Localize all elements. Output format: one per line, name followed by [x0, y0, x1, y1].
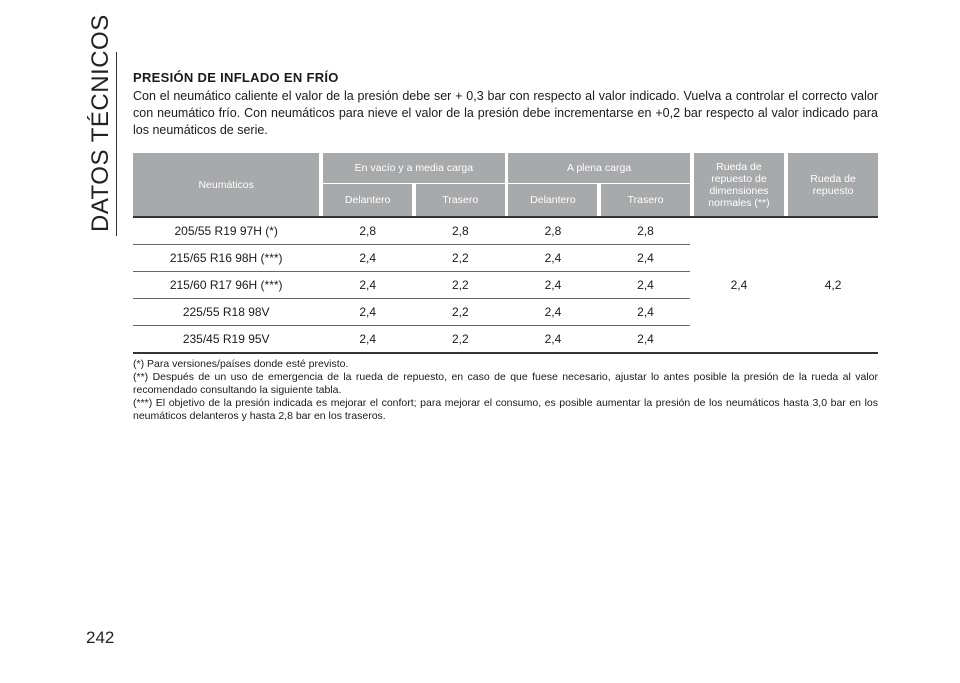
value-cell: 2,2	[416, 244, 505, 272]
value-cell: 2,8	[601, 216, 690, 245]
spare-value: 4,2	[788, 216, 878, 354]
header-full-front: Delantero	[508, 183, 598, 217]
value-cell: 2,4	[508, 271, 598, 299]
value-cell: 2,8	[508, 216, 598, 245]
pressure-table: Neumáticos En vacío y a media carga A pl…	[133, 153, 878, 354]
table-row: 215/60 R17 96H (***) 2,4 2,2 2,4 2,4	[133, 271, 878, 299]
value-cell: 2,4	[508, 244, 598, 272]
tyre-cell: 225/55 R18 98V	[133, 298, 320, 326]
chapter-title-text: DATOS TÉCNICOS	[87, 14, 114, 232]
section-title: PRESIÓN DE INFLADO EN FRÍO	[133, 70, 339, 85]
value-cell: 2,2	[416, 271, 505, 299]
value-cell: 2,4	[601, 244, 690, 272]
value-cell: 2,4	[601, 325, 690, 354]
header-tyres: Neumáticos	[133, 153, 320, 217]
footnotes: (*) Para versiones/países donde esté pre…	[133, 358, 878, 423]
header-empty-load: En vacío y a media carga	[323, 153, 505, 184]
spare-dimensions-value: 2,4	[693, 216, 785, 354]
value-cell: 2,4	[323, 271, 413, 299]
value-cell: 2,8	[323, 216, 413, 245]
table-row: 225/55 R18 98V 2,4 2,2 2,4 2,4	[133, 298, 878, 326]
value-cell: 2,4	[323, 298, 413, 326]
footnote: (*) Para versiones/países donde esté pre…	[133, 358, 349, 370]
footnote: (**) Después de un uso de emergencia de …	[133, 371, 878, 396]
tyre-cell: 215/65 R16 98H (***)	[133, 244, 320, 272]
header-full-rear: Trasero	[601, 183, 690, 217]
chapter-divider	[116, 52, 117, 236]
value-cell: 2,4	[323, 244, 413, 272]
intro-paragraph: Con el neumático caliente el valor de la…	[133, 89, 878, 137]
footnote: (***) El objetivo de la presión indicada…	[133, 397, 878, 422]
tyre-cell: 215/60 R17 96H (***)	[133, 271, 320, 299]
value-cell: 2,2	[416, 325, 505, 354]
tyre-cell: 205/55 R19 97H (*)	[133, 216, 320, 245]
value-cell: 2,2	[416, 298, 505, 326]
table-row: 235/45 R19 95V 2,4 2,2 2,4 2,4	[133, 325, 878, 354]
value-cell: 2,4	[508, 325, 598, 354]
value-cell: 2,8	[416, 216, 505, 245]
value-cell: 2,4	[601, 298, 690, 326]
value-cell: 2,4	[601, 271, 690, 299]
value-cell: 2,4	[323, 325, 413, 354]
page-number: 242	[86, 628, 115, 647]
header-spare: Rueda de repuesto	[788, 153, 878, 217]
header-full-load: A plena carga	[508, 153, 690, 184]
chapter-side-title: DATOS TÉCNICOS	[87, 14, 117, 232]
header-empty-rear: Trasero	[416, 183, 505, 217]
tyre-cell: 235/45 R19 95V	[133, 325, 320, 354]
value-cell: 2,4	[508, 298, 598, 326]
header-empty-front: Delantero	[323, 183, 413, 217]
table-row: 205/55 R19 97H (*) 2,8 2,8 2,8 2,8 2,4 4…	[133, 216, 878, 354]
header-spare-dimensions: Rueda de repuesto de dimensiones normale…	[693, 153, 785, 217]
main-content: PRESIÓN DE INFLADO EN FRÍO Con el neumát…	[133, 70, 878, 423]
table-row: 215/65 R16 98H (***) 2,4 2,2 2,4 2,4	[133, 244, 878, 272]
